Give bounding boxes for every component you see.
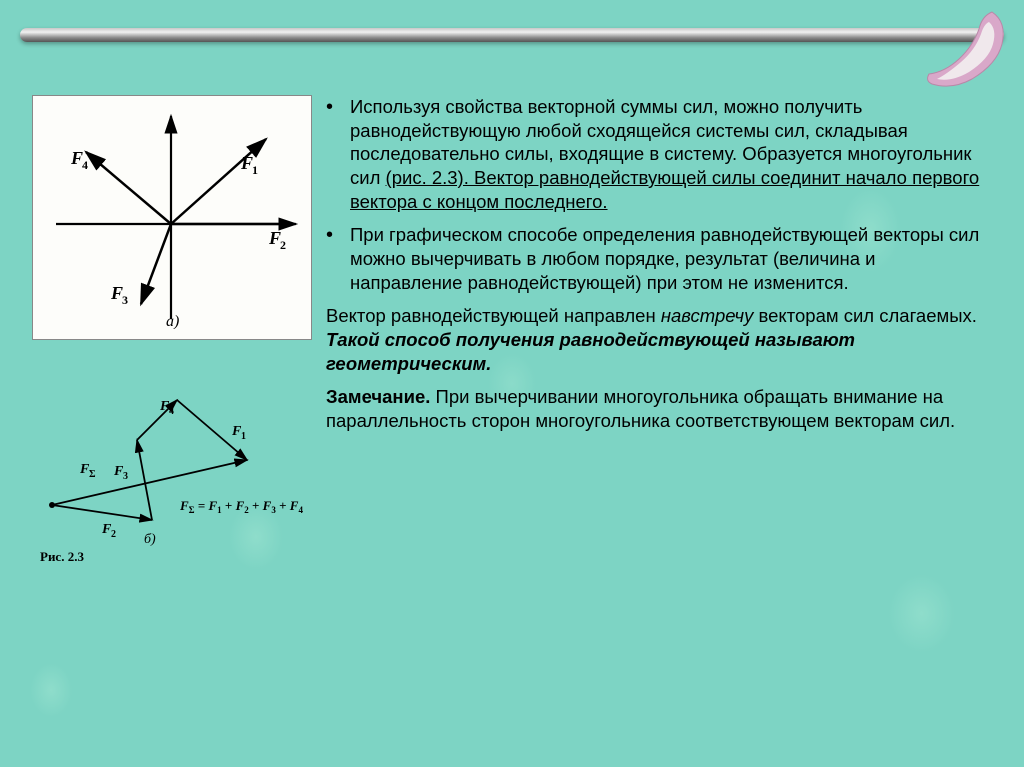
svg-text:2: 2 [280,238,286,252]
bullet-list: Используя свойства векторной суммы сил, … [322,95,992,294]
para1-b: векторам сил слагаемых. [753,305,977,326]
figure-label: Рис. 2.3 [40,549,84,564]
bullet1-underlined: (рис. 2.3). Вектор равнодействующей силы… [350,167,979,212]
remark-label: Замечание. [326,386,430,407]
para1-a: Вектор равнодействующей направлен [326,305,661,326]
svg-text:FΣ = F1 + F2 + F3 + F4: FΣ = F1 + F2 + F3 + F4 [179,498,303,515]
svg-text:3: 3 [122,293,128,307]
decorative-top-bar [20,28,1004,42]
figure-b-caption: б) [144,532,156,547]
svg-text:4: 4 [82,158,88,172]
svg-text:1: 1 [241,431,246,442]
bullet-item-2: При графическом способе определения равн… [350,223,992,294]
paragraph-remark: Замечание. При вычерчивании многоугольни… [322,385,992,432]
slide-content: F1 F2 F3 F4 а) [32,95,992,747]
text-column: Используя свойства векторной суммы сил, … [322,95,992,747]
boomerang-decoration [917,4,1012,92]
figure-a-caption: а) [166,313,179,329]
svg-text:3: 3 [123,471,128,482]
paragraph-1: Вектор равнодействующей направлен навстр… [322,304,992,375]
para1-navstrechu: навстречу [661,305,754,326]
figure-b: F2 F3 F4 F1 FΣ FΣ = F1 + F2 + F3 + F4 б)… [32,365,312,570]
figures-column: F1 F2 F3 F4 а) [32,95,312,747]
svg-text:Σ: Σ [89,469,96,480]
para1-bold: Такой способ получения равнодействующей … [326,329,855,374]
svg-text:4: 4 [169,406,174,417]
svg-text:2: 2 [111,529,116,540]
figure-a: F1 F2 F3 F4 а) [32,95,312,340]
bullet-item-1: Используя свойства векторной суммы сил, … [350,95,992,213]
svg-text:1: 1 [252,163,258,177]
